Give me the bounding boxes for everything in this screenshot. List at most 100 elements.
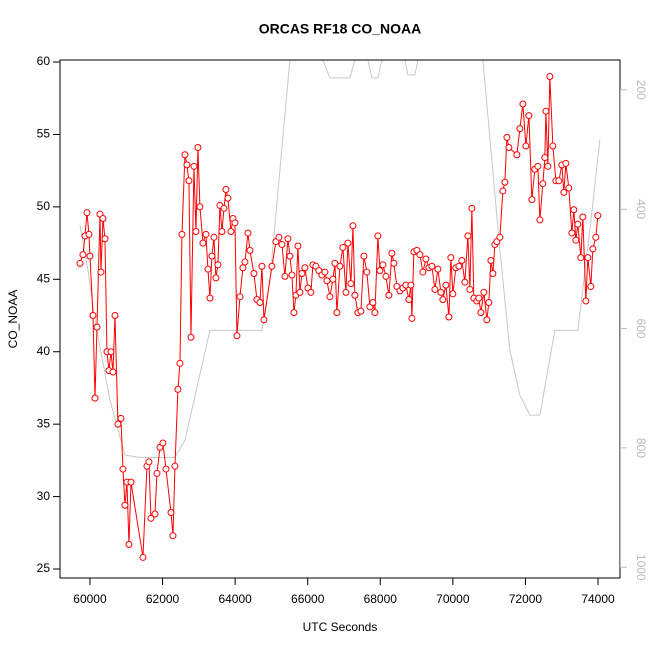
data-point: [199, 239, 207, 247]
x-tick-label: 60000: [73, 592, 107, 606]
y-tick-label: 60: [37, 54, 51, 68]
data-point: [159, 439, 167, 447]
data-point: [212, 274, 220, 282]
data-point: [181, 151, 189, 159]
data-point: [187, 333, 195, 341]
data-point: [458, 256, 466, 264]
data-point: [477, 309, 485, 317]
data-point: [121, 501, 129, 509]
data-point: [592, 233, 600, 241]
data-point: [119, 465, 127, 473]
data-point: [220, 204, 228, 212]
plot-area: [76, 60, 602, 561]
data-point: [256, 298, 264, 306]
data-point: [584, 254, 592, 262]
data-point: [347, 280, 355, 288]
data-point: [541, 154, 549, 162]
y-tick-label: 55: [37, 127, 51, 141]
data-point: [178, 230, 186, 238]
data-point: [169, 532, 177, 540]
data-point: [290, 309, 298, 317]
data-point: [231, 219, 239, 227]
data-point: [298, 270, 306, 278]
data-point: [145, 458, 153, 466]
data-point: [528, 196, 536, 204]
data-point: [233, 332, 241, 340]
data-point: [208, 252, 216, 260]
data-point: [281, 272, 289, 280]
data-point: [342, 288, 350, 296]
data-point: [351, 291, 359, 299]
data-point: [522, 142, 530, 150]
data-point: [192, 228, 200, 236]
data-point: [218, 228, 226, 236]
y-axis-label: CO_NOAA: [6, 290, 20, 349]
data-point: [162, 465, 170, 473]
data-point: [183, 161, 191, 169]
data-point: [539, 180, 547, 188]
data-point: [174, 385, 182, 393]
data-point: [431, 285, 439, 293]
data-point: [246, 246, 254, 254]
data-point: [579, 213, 587, 221]
data-point: [167, 509, 175, 517]
data-point: [301, 264, 309, 272]
x-tick-label: 68000: [364, 592, 398, 606]
data-point: [437, 288, 445, 296]
data-point: [288, 271, 296, 279]
data-point: [534, 162, 542, 170]
data-point: [214, 261, 222, 269]
data-point: [468, 204, 476, 212]
data-point: [190, 162, 198, 170]
data-point: [371, 309, 379, 317]
data-point: [258, 262, 266, 270]
data-point: [439, 296, 447, 304]
data-point: [480, 288, 488, 296]
data-point: [379, 261, 387, 269]
data-point: [466, 285, 474, 293]
data-point: [434, 265, 442, 273]
data-point: [86, 252, 94, 260]
data-point: [363, 268, 371, 276]
data-point: [339, 243, 347, 251]
data-point: [85, 230, 93, 238]
data-point: [222, 186, 230, 193]
data-point: [461, 278, 469, 286]
data-point: [542, 107, 550, 115]
y2-tick-label: 600: [634, 319, 648, 339]
data-point: [294, 242, 302, 250]
data-point: [485, 298, 493, 306]
data-point: [408, 314, 416, 322]
data-point: [505, 143, 513, 151]
data-point: [151, 510, 159, 518]
data-point: [489, 270, 497, 278]
data-point: [589, 245, 597, 253]
data-point: [360, 252, 368, 260]
data-point: [483, 316, 491, 324]
data-point: [76, 259, 84, 267]
data-point: [475, 294, 483, 302]
data-point: [93, 323, 101, 331]
data-point: [501, 178, 509, 186]
data-point: [260, 316, 268, 324]
x-tick-label: 66000: [291, 592, 325, 606]
data-point: [519, 100, 527, 108]
data-point: [544, 162, 552, 170]
data-point: [405, 296, 413, 304]
data-point: [516, 125, 524, 133]
data-point: [97, 268, 105, 276]
data-point: [227, 228, 235, 236]
y2-tick-label: 400: [634, 199, 648, 219]
data-point: [286, 252, 294, 260]
y2-tick-label: 200: [634, 80, 648, 100]
x-tick-label: 72000: [509, 592, 543, 606]
data-point: [114, 420, 122, 428]
data-point: [250, 270, 258, 278]
data-point: [117, 414, 125, 422]
data-point: [241, 258, 249, 266]
data-point: [487, 256, 495, 264]
data-point: [99, 214, 107, 222]
data-point: [296, 288, 304, 296]
